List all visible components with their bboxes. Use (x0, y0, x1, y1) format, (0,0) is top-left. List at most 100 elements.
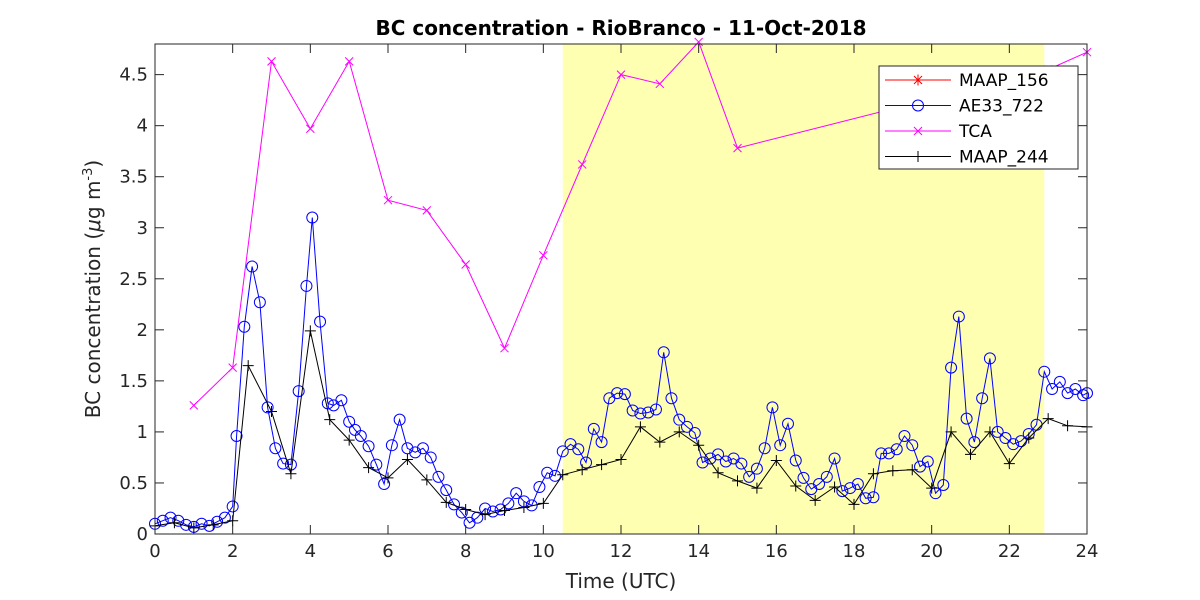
data-point (797, 471, 810, 484)
legend-label: TCA (958, 122, 992, 142)
data-point (681, 420, 694, 433)
data-point (448, 498, 461, 511)
data-point (921, 455, 934, 468)
y-axis-label-close: ) (81, 160, 105, 168)
series-line-AE33_722 (154, 217, 1088, 528)
data-point (267, 57, 276, 66)
data-point (525, 499, 538, 512)
legend: MAAP_156 AE33_722 TCA MAAP_244 (878, 65, 1079, 170)
data-point (207, 519, 219, 531)
data-point (432, 470, 445, 483)
data-point (976, 392, 989, 405)
data-point (548, 469, 561, 482)
data-point (499, 505, 510, 517)
data-point (533, 481, 546, 494)
data-point (189, 401, 199, 410)
data-point (649, 403, 662, 416)
data-point (306, 211, 319, 224)
data-point (926, 482, 938, 494)
series-MAAP_244 (149, 325, 1093, 534)
data-point (479, 509, 491, 521)
data-point (168, 517, 180, 529)
data-point (461, 260, 471, 269)
data-point (642, 406, 655, 419)
data-point (781, 417, 794, 430)
data-point (460, 504, 472, 515)
data-point (732, 475, 743, 487)
data-point (572, 443, 585, 456)
y-tick-label: 1.5 (119, 371, 148, 392)
data-point (634, 421, 646, 433)
data-point (218, 511, 231, 524)
data-point (242, 360, 254, 372)
data-point (1003, 458, 1015, 470)
data-point (712, 467, 724, 479)
legend-item-MAAP_156: MAAP_156 (885, 71, 1049, 91)
y-axis-label-mu: μ (81, 219, 105, 233)
legend-item-TCA: TCA (885, 122, 992, 142)
ticks-layer: 0 2 4 6 8 10 12 14 16 18 20 22 2400.511.522.533.544.… (119, 44, 1098, 562)
data-point (1061, 387, 1074, 400)
x-axis-label: Time (UTC) (565, 569, 677, 593)
data-point (424, 451, 437, 464)
data-point (227, 515, 239, 527)
data-point (693, 439, 705, 451)
data-point (789, 454, 802, 467)
data-point (370, 458, 383, 471)
data-point (758, 442, 771, 455)
data-point (937, 479, 950, 491)
x-tick-label: 14 (687, 541, 710, 562)
data-point (421, 474, 433, 486)
legend-label: MAAP_244 (959, 148, 1049, 168)
data-point (595, 436, 608, 449)
data-point (735, 457, 748, 470)
x-tick-label: 4 (305, 541, 316, 562)
y-tick-label: 0 (137, 524, 148, 545)
data-point (300, 279, 313, 292)
data-point (343, 415, 356, 428)
data-point (188, 522, 200, 534)
data-point (1042, 413, 1054, 425)
data-point (848, 498, 860, 510)
x-tick-label: 22 (998, 541, 1021, 562)
data-point (344, 57, 354, 66)
data-point (314, 315, 327, 328)
data-point (867, 468, 879, 480)
data-point (518, 501, 530, 513)
data-point (766, 401, 779, 414)
data-point (867, 491, 880, 504)
series-AE33_722 (149, 211, 1093, 533)
x-tick-label: 6 (382, 541, 393, 562)
data-point (665, 392, 678, 405)
data-point (790, 480, 802, 492)
data-point (1069, 383, 1082, 396)
y-tick-label: 4 (137, 116, 148, 137)
y-tick-label: 3.5 (119, 167, 148, 188)
x-tick-label: 2 (227, 541, 238, 562)
x-tick-label: 24 (1076, 541, 1099, 562)
data-point (952, 310, 965, 323)
data-point (378, 477, 391, 490)
data-point (616, 70, 626, 79)
data-point (246, 260, 259, 273)
data-point (401, 442, 414, 455)
data-point (906, 464, 918, 476)
data-point (440, 484, 453, 497)
data-point (813, 477, 826, 490)
series-TCA (189, 37, 1092, 410)
legend-marker (912, 74, 924, 86)
data-point (537, 497, 549, 509)
data-point (195, 517, 208, 530)
data-point (1038, 365, 1051, 378)
data-point (455, 506, 468, 519)
y-tick-label: 4.5 (119, 65, 148, 86)
data-point (673, 413, 686, 426)
legend-marker (913, 126, 923, 136)
y-axis-label-exp: -3 (81, 168, 96, 181)
series-layer (149, 37, 1093, 534)
data-point (694, 37, 704, 47)
data-point (968, 436, 981, 449)
data-point (266, 406, 277, 417)
data-point (292, 385, 305, 398)
data-point (696, 456, 709, 469)
